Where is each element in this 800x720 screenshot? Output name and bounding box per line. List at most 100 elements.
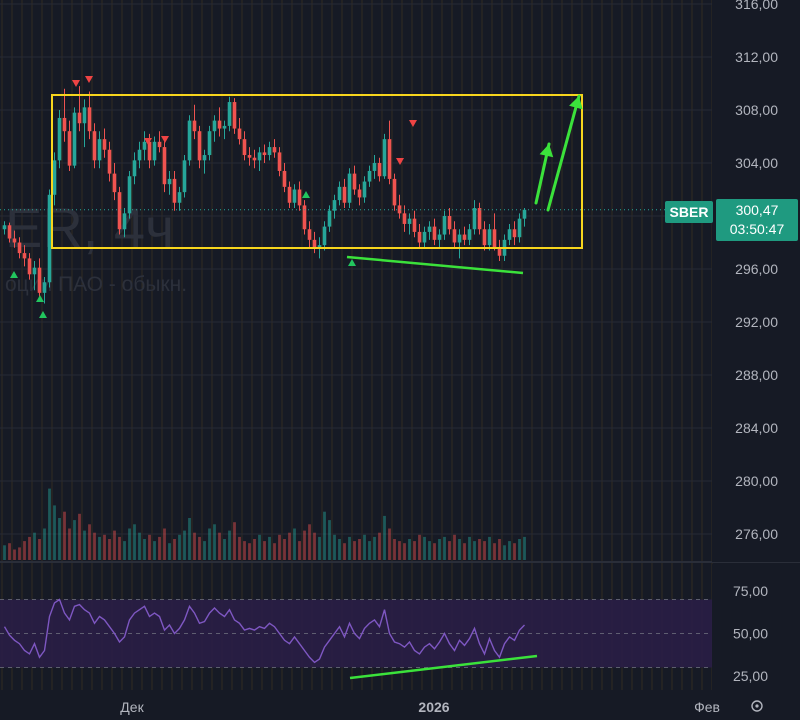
volume-bar [463, 543, 466, 560]
volume-bar [198, 537, 201, 560]
candle-body [393, 179, 397, 206]
buy-marker [348, 259, 356, 266]
volume-bar [103, 535, 106, 560]
volume-bar [228, 531, 231, 560]
candle [523, 208, 527, 227]
candle [93, 123, 97, 168]
candle-body [313, 240, 317, 248]
candle [433, 219, 437, 246]
candle-body [478, 208, 482, 229]
candle-body [268, 147, 272, 155]
volume-bar [348, 537, 351, 560]
volume-bar [48, 489, 51, 560]
volume-bar [8, 543, 11, 560]
volume-bar [158, 537, 161, 560]
candle-body [353, 174, 357, 190]
candle-body [223, 126, 227, 129]
volume-bar [233, 522, 236, 560]
candle-body [128, 176, 132, 213]
candle [268, 142, 272, 161]
volume-bar [468, 537, 471, 560]
candle-body [343, 187, 347, 203]
volume-bar [358, 539, 361, 560]
volume-bar [33, 533, 36, 560]
candle [508, 224, 512, 245]
candle-body [158, 142, 162, 147]
time-tick-label: 2026 [418, 699, 449, 715]
volume-bar [133, 524, 136, 560]
candle [428, 221, 432, 240]
candle-body [468, 229, 472, 240]
candle [118, 187, 122, 235]
candle [133, 152, 137, 184]
candle-body [143, 142, 147, 150]
volume-bar [393, 539, 396, 560]
candle-body [213, 121, 217, 132]
candle-body [68, 131, 72, 165]
candle-body [233, 102, 237, 129]
candle-body [113, 174, 117, 193]
volume-bar [373, 537, 376, 560]
volume-bar [38, 539, 41, 560]
candle [233, 98, 237, 134]
candle-body [28, 258, 32, 274]
candle [283, 163, 287, 192]
candle [138, 142, 142, 169]
candle-body [493, 229, 497, 248]
candle-body [413, 219, 417, 232]
candle [423, 227, 427, 248]
candle-body [518, 219, 522, 238]
candle-body [103, 139, 107, 150]
price-tick-label: 292,00 [735, 314, 778, 330]
candle [73, 107, 77, 168]
volume-bar [253, 539, 256, 560]
candle [333, 195, 337, 219]
volume-bar [258, 535, 261, 560]
candle-body [463, 235, 467, 240]
volume-bar [288, 533, 291, 560]
candle-body [18, 243, 22, 254]
candle-body [378, 163, 382, 176]
candle-body [513, 229, 517, 237]
volume-bar [368, 541, 371, 560]
candle [393, 174, 397, 211]
candle [258, 147, 262, 171]
buy-marker [36, 295, 44, 302]
volume-bar [68, 529, 71, 561]
watermark-ticker: ER, 4ч [5, 196, 174, 259]
candle-body [508, 229, 512, 240]
candle [168, 171, 172, 195]
candle [308, 221, 312, 248]
candle-body [78, 113, 82, 124]
volume-bar [443, 537, 446, 560]
volume-bar [398, 541, 401, 560]
candle-body [118, 192, 122, 229]
candle [88, 91, 92, 139]
volume-bar [438, 539, 441, 560]
candle [323, 221, 327, 250]
candle [243, 131, 247, 160]
support-trendline [347, 257, 523, 273]
candle [223, 121, 227, 140]
candle [78, 86, 82, 131]
volume-bar [483, 541, 486, 560]
candle [298, 182, 302, 211]
volume-bar [93, 533, 96, 560]
volume-bar [453, 535, 456, 560]
candle-body [418, 232, 422, 243]
session-separators [2, 0, 712, 690]
volume-bar [203, 541, 206, 560]
candle [128, 171, 132, 219]
volume-bar [183, 531, 186, 560]
volume-bar [493, 543, 496, 560]
candle-body [308, 229, 312, 240]
volume-bar [223, 539, 226, 560]
candle-body [203, 155, 207, 160]
candle-body [438, 235, 442, 240]
volume-bar [3, 545, 6, 560]
candle [103, 129, 107, 158]
candle [338, 182, 342, 206]
candle [263, 144, 267, 163]
volume-bar [143, 539, 146, 560]
